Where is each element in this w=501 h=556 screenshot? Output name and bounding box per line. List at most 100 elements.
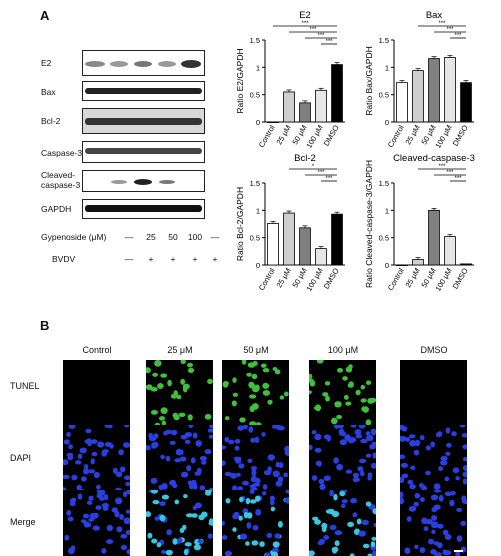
cell-nucleus (366, 435, 373, 441)
cell-nucleus (309, 390, 312, 394)
bar (300, 103, 311, 122)
cell-nucleus (64, 535, 69, 541)
micrograph-cells (146, 425, 213, 491)
micrograph-tunel-5 (400, 360, 467, 426)
cell-nucleus (329, 490, 334, 496)
cell-nucleus (247, 522, 252, 529)
cell-nucleus (208, 534, 213, 539)
cell-nucleus (431, 495, 438, 501)
micrograph-merge-4 (309, 490, 376, 556)
cell-nucleus (371, 463, 376, 469)
cell-nucleus (439, 495, 444, 502)
significance-label: *** (454, 176, 462, 182)
cell-nucleus (63, 459, 68, 465)
cell-nucleus (331, 418, 338, 425)
cell-nucleus (195, 503, 202, 509)
cell-nucleus (323, 535, 329, 540)
cell-nucleus (330, 525, 337, 530)
cell-nucleus (88, 518, 94, 522)
cell-nucleus (366, 454, 372, 458)
cell-nucleus (341, 504, 346, 508)
cell-nucleus (414, 502, 419, 507)
cell-nucleus (78, 454, 83, 459)
cell-nucleus (173, 538, 178, 545)
bar (316, 249, 327, 265)
micrograph-dapi-3 (222, 425, 289, 491)
cell-nucleus (463, 457, 467, 462)
category-label: Control (257, 266, 277, 292)
row-title-tunel: TUNEL (10, 381, 40, 391)
cell-nucleus (88, 469, 95, 473)
cell-nucleus (107, 525, 113, 531)
cell-nucleus (174, 415, 180, 420)
bar (397, 83, 408, 122)
cell-nucleus (283, 473, 288, 478)
cell-nucleus (209, 425, 213, 428)
cell-nucleus (250, 438, 255, 443)
cell-nucleus (248, 362, 256, 368)
cell-nucleus (232, 400, 237, 406)
bar (461, 264, 472, 265)
cell-nucleus (121, 545, 127, 550)
cell-nucleus (166, 529, 172, 535)
cell-nucleus (347, 522, 354, 527)
cell-nucleus (86, 429, 92, 434)
cell-nucleus (126, 530, 130, 535)
cell-nucleus (255, 496, 260, 502)
cell-nucleus (366, 431, 371, 436)
cell-nucleus (445, 534, 452, 540)
cell-nucleus (179, 413, 186, 417)
cell-nucleus (146, 384, 153, 390)
cell-nucleus (451, 431, 457, 436)
cell-nucleus (442, 549, 447, 555)
cell-nucleus (356, 390, 361, 396)
cell-nucleus (157, 542, 162, 547)
cell-nucleus (125, 482, 130, 486)
bar (413, 260, 424, 265)
cell-nucleus (309, 445, 313, 450)
cell-nucleus (181, 472, 188, 478)
cell-nucleus (252, 540, 259, 545)
cell-nucleus (116, 472, 123, 478)
cell-nucleus (319, 479, 325, 484)
cell-nucleus (263, 368, 270, 372)
cell-nucleus (369, 444, 376, 450)
cell-nucleus (322, 392, 328, 397)
cell-nucleus (253, 525, 259, 530)
cell-nucleus (147, 533, 152, 539)
cell-nucleus (344, 434, 351, 441)
cell-nucleus (373, 523, 376, 527)
cell-nucleus (280, 395, 285, 399)
cell-nucleus (67, 453, 74, 457)
chart-ylabel: Ratio Bax/GAPDH (364, 46, 374, 115)
cell-nucleus (333, 457, 339, 463)
cell-nucleus (85, 523, 91, 528)
cell-nucleus (180, 457, 187, 462)
cell-nucleus (409, 434, 416, 438)
cell-nucleus (267, 533, 273, 538)
y-tick-label: 0 (385, 118, 389, 127)
micrograph-cells (309, 490, 376, 556)
cell-nucleus (333, 494, 337, 501)
micrograph-cells (309, 425, 376, 491)
cell-nucleus (271, 507, 275, 512)
cell-nucleus (268, 454, 275, 460)
cell-nucleus (351, 425, 357, 428)
micrograph-tunel-2 (146, 360, 213, 426)
cell-nucleus (235, 446, 240, 451)
cell-nucleus (146, 511, 151, 517)
cell-nucleus (161, 483, 167, 490)
cell-nucleus (360, 471, 365, 477)
cell-nucleus (255, 509, 261, 516)
cell-nucleus (360, 439, 367, 443)
bar (413, 71, 424, 122)
cell-nucleus (180, 379, 185, 385)
cell-nucleus (223, 381, 229, 388)
cell-nucleus (244, 512, 249, 518)
cell-nucleus (163, 431, 168, 436)
cell-nucleus (96, 485, 101, 490)
cell-nucleus (188, 368, 194, 373)
cell-nucleus (405, 547, 411, 552)
cell-nucleus (426, 519, 433, 524)
